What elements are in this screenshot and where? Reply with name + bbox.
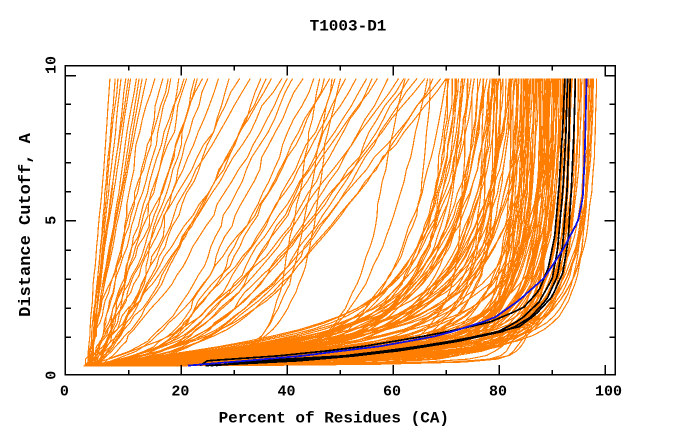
svg-text:10: 10 xyxy=(44,56,61,74)
svg-text:Distance Cutoff, A: Distance Cutoff, A xyxy=(17,132,36,316)
svg-text:Percent of Residues (CA): Percent of Residues (CA) xyxy=(219,410,449,428)
svg-text:0: 0 xyxy=(60,384,69,401)
svg-text:80: 80 xyxy=(489,384,507,401)
svg-text:T1003-D1: T1003-D1 xyxy=(310,18,387,36)
svg-text:60: 60 xyxy=(383,384,401,401)
svg-text:40: 40 xyxy=(277,384,295,401)
svg-text:100: 100 xyxy=(595,384,622,401)
svg-text:0: 0 xyxy=(44,371,61,380)
svg-text:5: 5 xyxy=(44,216,61,225)
svg-text:20: 20 xyxy=(171,384,189,401)
